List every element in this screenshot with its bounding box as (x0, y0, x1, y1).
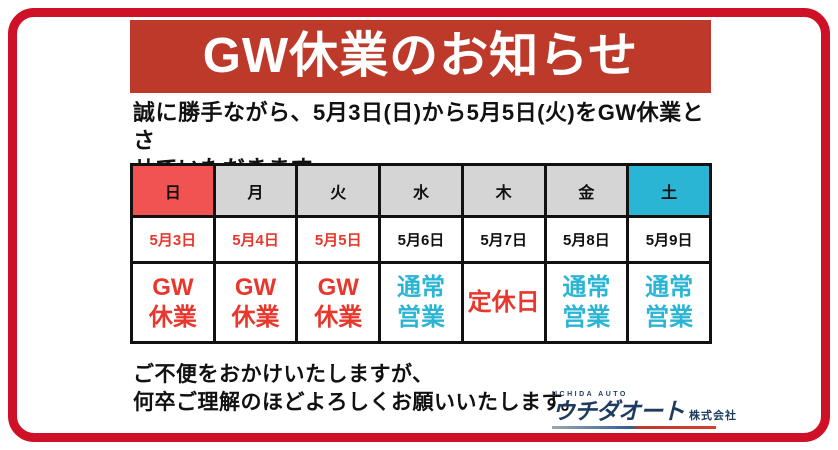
weekday-cell: 水 (378, 163, 464, 218)
title-banner: GW休業のお知らせ (130, 20, 711, 93)
status-cell: 定休日 (460, 261, 547, 344)
page-title: GW休業のお知らせ (202, 29, 639, 83)
date-row: 5月3日 5月4日 5月5日 5月6日 5月7日 5月8日 5月9日 (130, 215, 712, 264)
date-cell: 5月8日 (543, 215, 630, 264)
logo-underline (552, 426, 716, 430)
date-cell: 5月4日 (212, 215, 299, 264)
holiday-calendar-table: 日月火水木金土 5月3日 5月4日 5月5日 5月6日 5月7日 5月8日 5月9日 GW … (130, 163, 712, 344)
logo-main: ウチダオート 株式会社 (552, 398, 736, 424)
weekday-cell: 日 (130, 163, 216, 218)
logo-company-name: ウチダオート (552, 398, 685, 424)
weekday-cell: 火 (295, 163, 382, 218)
logo-company-en: UCHIDA AUTO (552, 391, 628, 398)
status-cell: GW 休業 (212, 261, 299, 344)
company-logo: UCHIDA AUTO ウチダオート 株式会社 (552, 391, 736, 430)
status-cell: 通常 営業 (626, 261, 712, 344)
status-cell: 通常 営業 (543, 261, 630, 344)
weekday-cell: 月 (212, 163, 299, 218)
date-cell: 5月6日 (378, 215, 464, 264)
logo-company-suffix: 株式会社 (689, 410, 737, 422)
closing-text: ご不便をおかけいたしますが、 何卒ご理解のほどよろしくお願いいたします。 (133, 363, 583, 414)
status-cell: GW 休業 (295, 261, 382, 344)
date-cell: 5月9日 (626, 215, 712, 264)
status-cell: GW 休業 (130, 261, 216, 344)
date-cell: 5月7日 (460, 215, 547, 264)
weekday-header-row: 日月火水木金土 (130, 163, 712, 218)
status-row: GW 休業 GW 休業 GW 休業 通常 営業 定休日 通常 営業 通常 営業 (130, 261, 712, 344)
status-cell: 通常 営業 (378, 261, 464, 344)
date-cell: 5月3日 (130, 215, 216, 264)
weekday-cell: 木 (460, 163, 547, 218)
weekday-cell: 土 (626, 163, 712, 218)
weekday-cell: 金 (543, 163, 630, 218)
date-cell: 5月5日 (295, 215, 382, 264)
